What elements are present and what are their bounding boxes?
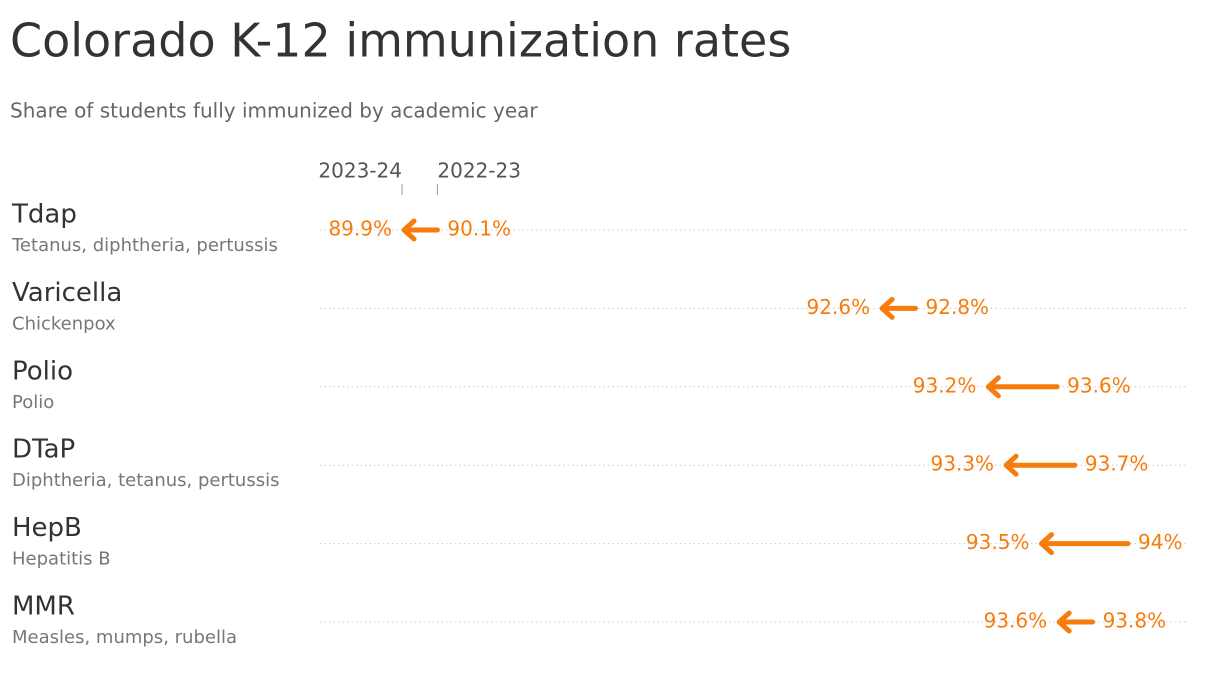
category-description: Polio — [12, 392, 54, 413]
category-description: Chickenpox — [12, 313, 116, 334]
legend-label: 2023-24 — [318, 159, 402, 183]
value-label: 93.3% — [931, 452, 995, 476]
value-label: 93.2% — [913, 373, 977, 397]
value-label: 94% — [1138, 530, 1182, 554]
arrow — [401, 218, 440, 242]
chart-title: Colorado K-12 immunization rates — [10, 14, 791, 68]
category-description: Diphtheria, tetanus, pertussis — [12, 470, 279, 491]
category-description: Measles, mumps, rubella — [12, 627, 237, 648]
legend-label: 2022-23 — [437, 159, 521, 183]
category-label: MMR — [12, 592, 75, 622]
arrow — [1038, 532, 1131, 556]
value-label: 93.6% — [984, 609, 1048, 633]
value-label: 92.6% — [807, 295, 871, 319]
value-label: 93.7% — [1085, 452, 1149, 476]
arrow — [985, 375, 1060, 399]
value-label: 90.1% — [447, 217, 511, 241]
value-label: 92.8% — [926, 295, 990, 319]
value-label: 93.6% — [1067, 373, 1131, 397]
category-label: Polio — [12, 356, 73, 386]
chart-subtitle: Share of students fully immunized by aca… — [10, 99, 538, 123]
category-label: DTaP — [12, 435, 75, 465]
arrow — [1003, 453, 1078, 477]
arrow — [879, 296, 919, 320]
arrow — [1056, 610, 1096, 634]
category-label: Tdap — [11, 200, 77, 230]
category-description: Tetanus, diphtheria, pertussis — [11, 235, 278, 256]
value-label: 93.8% — [1103, 609, 1167, 633]
category-label: HepB — [12, 513, 82, 543]
category-label: Varicella — [12, 278, 122, 308]
value-label: 93.5% — [966, 530, 1030, 554]
category-description: Hepatitis B — [12, 549, 111, 570]
value-label: 89.9% — [328, 217, 392, 241]
